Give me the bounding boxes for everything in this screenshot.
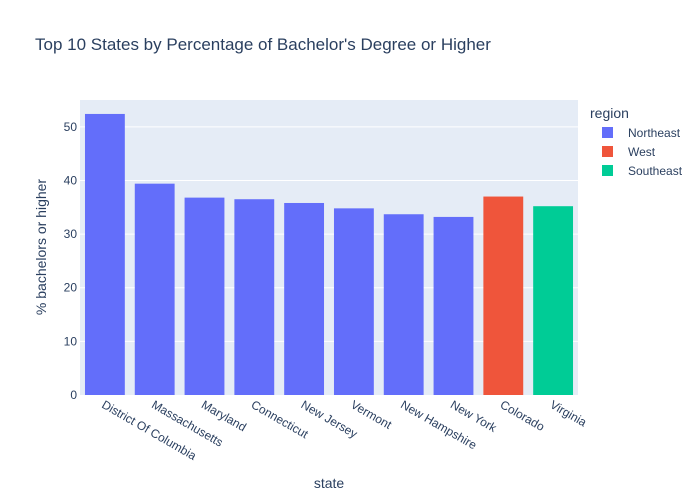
y-axis-ticks: 0 10 20 30 40 50: [64, 120, 78, 402]
bars: [84, 113, 574, 395]
x-tick-label: District Of Columbia: [99, 397, 199, 463]
y-axis-title: % bachelors or higher: [33, 179, 49, 316]
bar: [383, 214, 424, 395]
y-tick-label: 0: [70, 388, 77, 402]
x-tick-label: Virginia: [548, 397, 590, 429]
x-axis-title: state: [314, 475, 345, 491]
y-tick-label: 50: [64, 120, 78, 134]
bar: [533, 206, 574, 395]
y-tick-label: 30: [64, 227, 78, 241]
legend-swatch: [602, 165, 613, 176]
y-tick-label: 10: [64, 334, 78, 348]
bar: [184, 197, 225, 395]
bar: [84, 113, 125, 395]
legend-swatch: [602, 127, 613, 138]
y-tick-label: 40: [64, 173, 78, 187]
chart-title: Top 10 States by Percentage of Bachelor'…: [35, 35, 491, 54]
bar: [483, 196, 524, 395]
bar: [333, 208, 374, 395]
bar: [134, 183, 175, 395]
legend-label: Northeast: [628, 126, 681, 140]
x-axis-ticks: District Of ColumbiaMassachusettsMarylan…: [99, 397, 589, 463]
legend-swatch: [602, 146, 613, 157]
legend-title: region: [590, 105, 629, 121]
legend-label: West: [628, 145, 656, 159]
legend-label: Southeast: [628, 164, 683, 178]
bar: [234, 199, 275, 395]
bar: [284, 202, 325, 395]
y-tick-label: 20: [64, 281, 78, 295]
bar: [433, 216, 474, 395]
legend: region Northeast West Southeast: [590, 105, 683, 178]
x-tick-label: Colorado: [498, 397, 547, 434]
